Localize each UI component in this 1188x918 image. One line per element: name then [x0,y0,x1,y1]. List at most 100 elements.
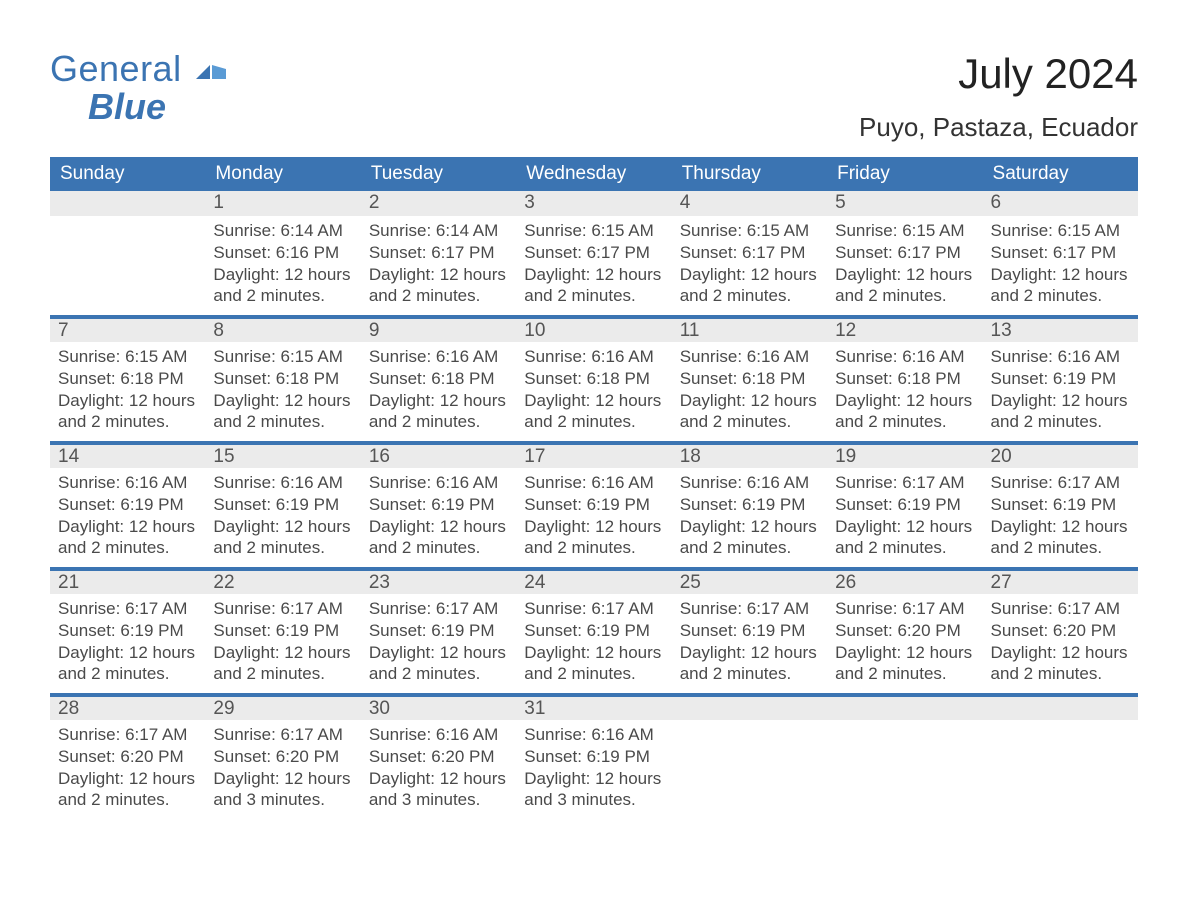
date-number: 11 [672,317,827,342]
sunset-text: Sunset: 6:18 PM [835,368,974,390]
cell-body: Sunrise: 6:15 AMSunset: 6:17 PMDaylight:… [827,216,982,315]
sunrise-text: Sunrise: 6:15 AM [524,220,663,242]
daylight-text: Daylight: 12 hours and 3 minutes. [524,768,663,812]
cell-body: Sunrise: 6:16 AMSunset: 6:19 PMDaylight:… [983,342,1138,441]
sunset-text: Sunset: 6:19 PM [369,494,508,516]
cell-body: Sunrise: 6:14 AMSunset: 6:16 PMDaylight:… [205,216,360,315]
sunrise-text: Sunrise: 6:15 AM [991,220,1130,242]
brand-logo: General Blue [50,50,226,126]
cell-body: Sunrise: 6:17 AMSunset: 6:19 PMDaylight:… [361,594,516,693]
calendar-cell: 22Sunrise: 6:17 AMSunset: 6:19 PMDayligh… [205,568,360,694]
calendar-cell: 25Sunrise: 6:17 AMSunset: 6:19 PMDayligh… [672,568,827,694]
daylight-text: Daylight: 12 hours and 3 minutes. [213,768,352,812]
date-number: 13 [983,317,1138,342]
sunrise-text: Sunrise: 6:14 AM [213,220,352,242]
calendar-cell: 16Sunrise: 6:16 AMSunset: 6:19 PMDayligh… [361,442,516,568]
cell-body: Sunrise: 6:17 AMSunset: 6:20 PMDaylight:… [205,720,360,819]
sunrise-text: Sunrise: 6:16 AM [524,472,663,494]
sunset-text: Sunset: 6:17 PM [680,242,819,264]
daylight-text: Daylight: 12 hours and 2 minutes. [213,516,352,560]
cell-body: Sunrise: 6:17 AMSunset: 6:19 PMDaylight:… [205,594,360,693]
location-subtitle: Puyo, Pastaza, Ecuador [859,112,1138,143]
daylight-text: Daylight: 12 hours and 2 minutes. [680,642,819,686]
sunset-text: Sunset: 6:19 PM [58,494,197,516]
date-number: 14 [50,443,205,468]
daylight-text: Daylight: 12 hours and 2 minutes. [991,390,1130,434]
sunrise-text: Sunrise: 6:16 AM [369,346,508,368]
daylight-text: Daylight: 12 hours and 2 minutes. [369,642,508,686]
calendar-cell: 27Sunrise: 6:17 AMSunset: 6:20 PMDayligh… [983,568,1138,694]
cell-body: Sunrise: 6:16 AMSunset: 6:19 PMDaylight:… [516,468,671,567]
daylight-text: Daylight: 12 hours and 2 minutes. [213,264,352,308]
sunrise-text: Sunrise: 6:15 AM [58,346,197,368]
date-number: 27 [983,569,1138,594]
sunset-text: Sunset: 6:19 PM [213,620,352,642]
cell-body: Sunrise: 6:17 AMSunset: 6:20 PMDaylight:… [50,720,205,819]
sunset-text: Sunset: 6:18 PM [213,368,352,390]
sunrise-text: Sunrise: 6:17 AM [58,598,197,620]
cell-body: Sunrise: 6:15 AMSunset: 6:17 PMDaylight:… [672,216,827,315]
date-number: 16 [361,443,516,468]
calendar-cell: 31Sunrise: 6:16 AMSunset: 6:19 PMDayligh… [516,694,671,819]
calendar-cell: 17Sunrise: 6:16 AMSunset: 6:19 PMDayligh… [516,442,671,568]
sunset-text: Sunset: 6:18 PM [58,368,197,390]
daylight-text: Daylight: 12 hours and 2 minutes. [524,390,663,434]
sunset-text: Sunset: 6:19 PM [680,494,819,516]
sunset-text: Sunset: 6:17 PM [991,242,1130,264]
date-strip [983,695,1138,720]
daylight-text: Daylight: 12 hours and 2 minutes. [991,516,1130,560]
calendar-cell: 14Sunrise: 6:16 AMSunset: 6:19 PMDayligh… [50,442,205,568]
header-bar: General Blue July 2024 Puyo, Pastaza, Ec… [50,50,1138,143]
weekday-header: Wednesday [516,157,671,191]
date-number: 1 [205,191,360,216]
cell-body: Sunrise: 6:14 AMSunset: 6:17 PMDaylight:… [361,216,516,315]
sunset-text: Sunset: 6:19 PM [369,620,508,642]
daylight-text: Daylight: 12 hours and 2 minutes. [524,264,663,308]
daylight-text: Daylight: 12 hours and 2 minutes. [680,390,819,434]
sunrise-text: Sunrise: 6:16 AM [369,724,508,746]
sunset-text: Sunset: 6:19 PM [835,494,974,516]
sunset-text: Sunset: 6:17 PM [835,242,974,264]
daylight-text: Daylight: 12 hours and 2 minutes. [524,516,663,560]
date-number: 7 [50,317,205,342]
sunrise-text: Sunrise: 6:17 AM [58,724,197,746]
date-number: 19 [827,443,982,468]
calendar-cell: 3Sunrise: 6:15 AMSunset: 6:17 PMDaylight… [516,191,671,316]
date-number: 22 [205,569,360,594]
calendar-head: Sunday Monday Tuesday Wednesday Thursday… [50,157,1138,191]
sunset-text: Sunset: 6:17 PM [524,242,663,264]
date-number: 24 [516,569,671,594]
cell-body: Sunrise: 6:15 AMSunset: 6:18 PMDaylight:… [50,342,205,441]
sunrise-text: Sunrise: 6:16 AM [680,472,819,494]
sunrise-text: Sunrise: 6:17 AM [835,598,974,620]
sunrise-text: Sunrise: 6:16 AM [680,346,819,368]
date-number: 4 [672,191,827,216]
calendar-cell: 9Sunrise: 6:16 AMSunset: 6:18 PMDaylight… [361,316,516,442]
sunrise-text: Sunrise: 6:14 AM [369,220,508,242]
sunrise-text: Sunrise: 6:17 AM [369,598,508,620]
sunrise-text: Sunrise: 6:17 AM [213,724,352,746]
sunset-text: Sunset: 6:19 PM [680,620,819,642]
date-number: 31 [516,695,671,720]
daylight-text: Daylight: 12 hours and 3 minutes. [369,768,508,812]
cell-body [672,720,827,800]
calendar-cell: 20Sunrise: 6:17 AMSunset: 6:19 PMDayligh… [983,442,1138,568]
date-number: 6 [983,191,1138,216]
cell-body: Sunrise: 6:16 AMSunset: 6:18 PMDaylight:… [827,342,982,441]
sunrise-text: Sunrise: 6:17 AM [213,598,352,620]
date-number: 30 [361,695,516,720]
sunset-text: Sunset: 6:19 PM [524,620,663,642]
weekday-header: Friday [827,157,982,191]
calendar-cell: 19Sunrise: 6:17 AMSunset: 6:19 PMDayligh… [827,442,982,568]
daylight-text: Daylight: 12 hours and 2 minutes. [213,642,352,686]
date-number: 15 [205,443,360,468]
flag-icon [196,50,226,88]
sunrise-text: Sunrise: 6:16 AM [58,472,197,494]
cell-body: Sunrise: 6:17 AMSunset: 6:19 PMDaylight:… [827,468,982,567]
sunrise-text: Sunrise: 6:17 AM [991,472,1130,494]
calendar-cell: 5Sunrise: 6:15 AMSunset: 6:17 PMDaylight… [827,191,982,316]
title-block: July 2024 Puyo, Pastaza, Ecuador [859,50,1138,143]
daylight-text: Daylight: 12 hours and 2 minutes. [680,264,819,308]
sunset-text: Sunset: 6:18 PM [524,368,663,390]
cell-body: Sunrise: 6:16 AMSunset: 6:19 PMDaylight:… [361,468,516,567]
